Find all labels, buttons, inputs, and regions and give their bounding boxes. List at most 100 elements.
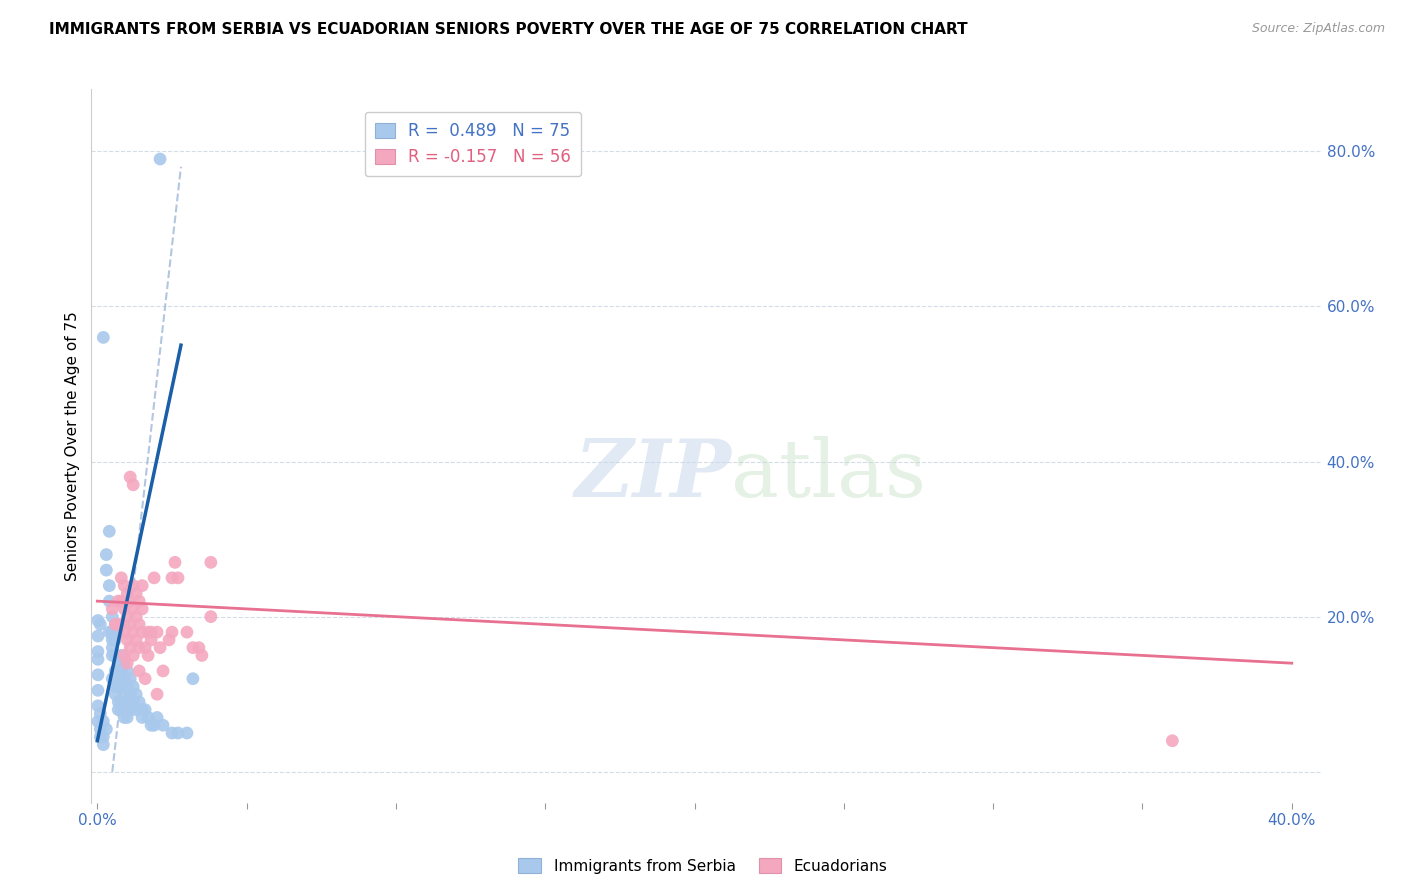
Point bbox=[122, 602, 145, 616]
Point bbox=[87, 683, 110, 698]
Point bbox=[122, 648, 145, 663]
Point bbox=[96, 548, 118, 562]
Point bbox=[136, 710, 159, 724]
Point bbox=[107, 680, 129, 694]
Point bbox=[134, 672, 156, 686]
Point bbox=[167, 726, 190, 740]
Y-axis label: Seniors Poverty Over the Age of 75: Seniors Poverty Over the Age of 75 bbox=[65, 311, 80, 581]
Point bbox=[98, 524, 121, 539]
Point bbox=[112, 625, 135, 640]
Point bbox=[125, 586, 148, 600]
Point bbox=[120, 470, 142, 484]
Point bbox=[91, 714, 114, 729]
Point bbox=[87, 668, 110, 682]
Point bbox=[122, 579, 145, 593]
Point bbox=[107, 594, 129, 608]
Point bbox=[110, 617, 132, 632]
Point bbox=[107, 695, 129, 709]
Point bbox=[115, 695, 138, 709]
Point bbox=[128, 695, 150, 709]
Point bbox=[128, 640, 150, 655]
Point bbox=[131, 602, 153, 616]
Point bbox=[163, 555, 186, 569]
Point bbox=[120, 640, 142, 655]
Point bbox=[125, 687, 148, 701]
Point bbox=[87, 614, 110, 628]
Point bbox=[96, 722, 118, 736]
Point bbox=[104, 680, 127, 694]
Point bbox=[115, 586, 138, 600]
Point bbox=[101, 625, 124, 640]
Point bbox=[149, 640, 172, 655]
Point bbox=[181, 640, 204, 655]
Point bbox=[110, 703, 132, 717]
Point bbox=[200, 555, 222, 569]
Point bbox=[120, 672, 142, 686]
Point bbox=[1161, 733, 1184, 747]
Point bbox=[143, 571, 166, 585]
Point bbox=[152, 664, 174, 678]
Point bbox=[89, 706, 111, 721]
Point bbox=[122, 625, 145, 640]
Point bbox=[87, 652, 110, 666]
Point bbox=[122, 695, 145, 709]
Point bbox=[120, 617, 142, 632]
Point bbox=[98, 579, 121, 593]
Point bbox=[101, 609, 124, 624]
Point bbox=[181, 672, 204, 686]
Text: atlas: atlas bbox=[731, 435, 927, 514]
Point bbox=[139, 632, 162, 647]
Point bbox=[107, 672, 129, 686]
Point bbox=[98, 625, 121, 640]
Point bbox=[120, 703, 142, 717]
Point bbox=[115, 664, 138, 678]
Point bbox=[160, 625, 183, 640]
Point bbox=[191, 648, 214, 663]
Point bbox=[112, 648, 135, 663]
Point bbox=[98, 594, 121, 608]
Point bbox=[200, 609, 222, 624]
Point bbox=[87, 629, 110, 643]
Point bbox=[89, 722, 111, 736]
Text: ZIP: ZIP bbox=[574, 436, 731, 513]
Point bbox=[112, 687, 135, 701]
Point bbox=[152, 718, 174, 732]
Legend: R =  0.489   N = 75, R = -0.157   N = 56: R = 0.489 N = 75, R = -0.157 N = 56 bbox=[366, 112, 581, 176]
Point bbox=[115, 680, 138, 694]
Point bbox=[115, 609, 138, 624]
Point bbox=[91, 738, 114, 752]
Point bbox=[125, 703, 148, 717]
Point bbox=[101, 632, 124, 647]
Point bbox=[91, 330, 114, 344]
Point bbox=[107, 656, 129, 670]
Point bbox=[104, 687, 127, 701]
Point bbox=[176, 726, 198, 740]
Point bbox=[101, 602, 124, 616]
Point bbox=[134, 640, 156, 655]
Point bbox=[110, 695, 132, 709]
Point bbox=[110, 571, 132, 585]
Point bbox=[122, 477, 145, 491]
Point bbox=[107, 625, 129, 640]
Point bbox=[139, 625, 162, 640]
Text: IMMIGRANTS FROM SERBIA VS ECUADORIAN SENIORS POVERTY OVER THE AGE OF 75 CORRELAT: IMMIGRANTS FROM SERBIA VS ECUADORIAN SEN… bbox=[49, 22, 967, 37]
Point bbox=[134, 703, 156, 717]
Point bbox=[146, 687, 169, 701]
Point bbox=[112, 710, 135, 724]
Point bbox=[115, 710, 138, 724]
Point bbox=[176, 625, 198, 640]
Legend: Immigrants from Serbia, Ecuadorians: Immigrants from Serbia, Ecuadorians bbox=[512, 852, 894, 880]
Point bbox=[187, 640, 209, 655]
Point bbox=[112, 672, 135, 686]
Point bbox=[125, 609, 148, 624]
Point bbox=[139, 718, 162, 732]
Point bbox=[110, 664, 132, 678]
Point bbox=[112, 579, 135, 593]
Point bbox=[160, 726, 183, 740]
Point bbox=[104, 648, 127, 663]
Point bbox=[89, 617, 111, 632]
Point bbox=[157, 632, 180, 647]
Point bbox=[131, 703, 153, 717]
Point bbox=[87, 714, 110, 729]
Point bbox=[112, 703, 135, 717]
